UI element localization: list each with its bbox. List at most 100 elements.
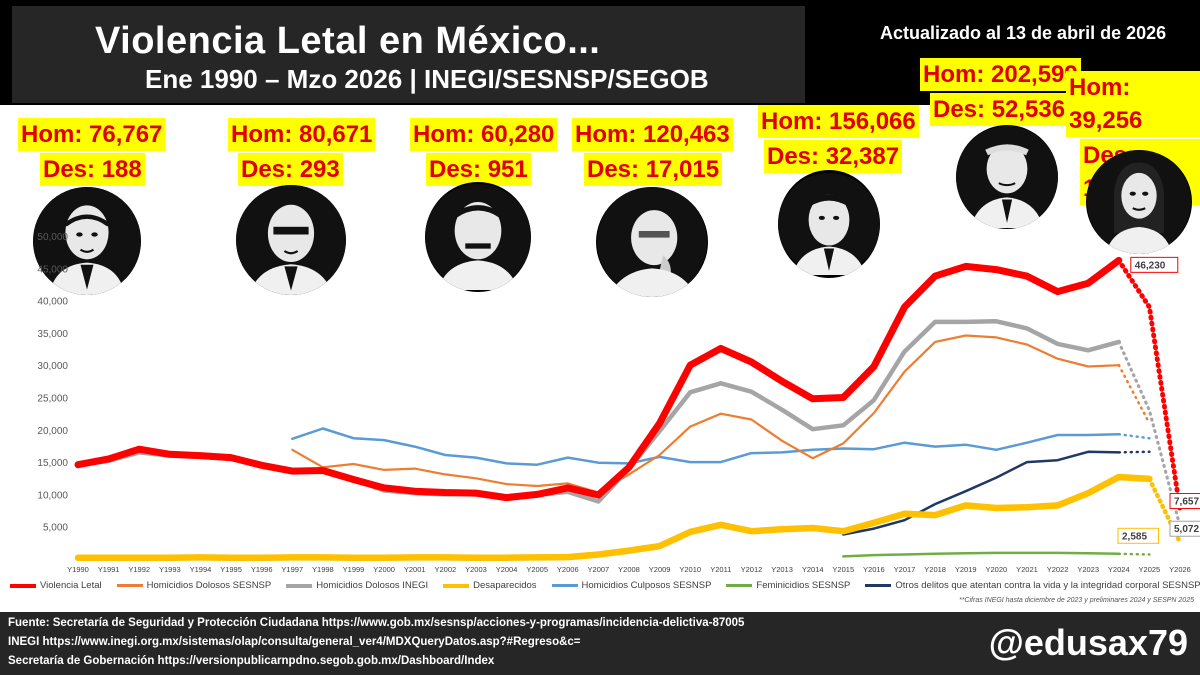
stat-block: Hom: 120,463 Des: 17,015	[572, 118, 733, 188]
line-chart: 5,000 10,000 15,000 20,000 25,000 30,000 35,00…	[37, 232, 1200, 574]
legend-label: Violencia Letal	[40, 580, 102, 591]
x-tick-label: Y2016	[863, 565, 885, 574]
legend-swatch	[726, 584, 753, 587]
x-tick-label: Y1992	[128, 565, 150, 574]
legend-swatch	[865, 584, 892, 587]
portrait-image	[425, 182, 531, 292]
stat-block: Hom: 156,066 Des: 32,387	[758, 105, 919, 175]
legend-item: Homicidios Dolosos INEGI	[286, 580, 428, 591]
x-tick-label: Y1998	[312, 565, 334, 574]
y-tick-label: 5,000	[43, 523, 68, 534]
x-tick-label: Y2013	[771, 565, 793, 574]
y-tick-label: 40,000	[37, 297, 68, 308]
data-label: 46,230	[1135, 260, 1166, 271]
x-tick-label: Y2022	[1047, 565, 1069, 574]
chart-legend: Violencia Letal Homicidios Dolosos SESNS…	[10, 580, 1200, 591]
x-tick-label: Y2000	[373, 565, 395, 574]
series-line	[74, 256, 1123, 502]
des-stat: Des: 52,536	[930, 93, 1069, 126]
y-tick-label: 20,000	[37, 426, 68, 437]
x-tick-label: Y2021	[1016, 565, 1038, 574]
x-tick-label: Y1996	[251, 565, 273, 574]
x-tick-label: Y1994	[190, 565, 212, 574]
series-projection-line	[1116, 257, 1183, 512]
series-projection-line	[1117, 433, 1151, 440]
hom-stat: Hom: 60,280	[410, 118, 558, 151]
x-tick-label: Y2010	[679, 565, 701, 574]
legend-item: Violencia Letal	[10, 580, 102, 591]
des-stat: Des: 32,387	[764, 140, 903, 173]
hom-stat: Hom: 156,066	[758, 105, 919, 138]
x-tick-label: Y1990	[67, 565, 89, 574]
x-tick-label: Y2009	[649, 565, 671, 574]
series-line	[291, 427, 1121, 466]
updated-date: Actualizado al 13 de abril de 2026	[880, 23, 1167, 43]
series-line	[291, 334, 1120, 494]
portrait-image	[1086, 150, 1192, 254]
des-stat: Des: 951	[426, 153, 531, 186]
data-note: **Cifras INEGI hasta diciembre de 2023 y…	[958, 597, 1194, 604]
stat-block: Hom: 60,280 Des: 951	[410, 118, 558, 188]
legend-swatch	[443, 583, 470, 588]
source-text: INEGI https://www.inegi.org.mx/sistemas/…	[8, 636, 581, 648]
legend-item: Homicidios Culposos SESNSP	[551, 580, 712, 591]
series-projection-line	[1117, 450, 1151, 454]
stat-block: Hom: 76,767 Des: 188	[18, 118, 166, 188]
series-line	[75, 319, 1122, 504]
data-label-box	[1117, 527, 1159, 544]
legend-label: Desaparecidos	[473, 580, 537, 591]
x-tick-label: Y2008	[618, 565, 640, 574]
x-tick-label: Y2005	[526, 565, 548, 574]
portrait-image	[596, 187, 708, 297]
y-tick-label: 25,000	[37, 394, 68, 405]
hom-stat: Hom: 202,599	[920, 58, 1081, 91]
portrait-image	[778, 170, 880, 278]
y-tick-label: 35,000	[37, 329, 68, 340]
x-tick-label: Y2024	[1108, 565, 1130, 574]
legend-swatch	[286, 583, 313, 588]
x-tick-label: Y2017	[894, 565, 916, 574]
y-tick-label: 15,000	[37, 458, 68, 469]
legend-swatch	[116, 584, 143, 587]
legend-label: Otros delitos que atentan contra la vida…	[895, 580, 1200, 591]
x-tick-label: Y2007	[588, 565, 610, 574]
x-tick-label: Y2019	[955, 565, 977, 574]
x-tick-label: Y2026	[1169, 565, 1191, 574]
data-label: 5,072	[1174, 524, 1199, 535]
data-label-box	[1169, 520, 1200, 537]
legend-label: Homicidios Dolosos INEGI	[316, 580, 429, 591]
legend-item: Desaparecidos	[443, 580, 537, 591]
x-tick-label: Y2004	[496, 565, 518, 574]
author-handle: @edusax79	[988, 622, 1188, 663]
series-line	[74, 473, 1153, 561]
x-tick-label: Y2011	[710, 565, 731, 574]
des-stat: Des: 293	[238, 153, 343, 186]
page-title: Violencia Letal en México...	[95, 20, 601, 62]
legend-item: Feminicidios SESNSP	[726, 580, 850, 591]
y-tick-label: 10,000	[37, 490, 68, 501]
portrait-image	[956, 125, 1058, 229]
footer-bar	[0, 612, 1200, 675]
title-box	[12, 6, 805, 103]
legend-label: Homicidios Culposos SESNSP	[581, 580, 712, 591]
des-stat: Des: 17,015	[584, 153, 723, 186]
data-label: 7,657	[1174, 497, 1199, 508]
legend-swatch	[551, 584, 578, 587]
x-tick-label: Y2023	[1077, 565, 1099, 574]
portrait-image	[236, 185, 346, 295]
legend-swatch	[10, 583, 36, 588]
x-tick-label: Y2002	[434, 565, 456, 574]
x-tick-label: Y2020	[985, 565, 1007, 574]
series-projection-line	[1117, 340, 1182, 528]
legend-label: Homicidios Dolosos SESNSP	[146, 580, 272, 591]
data-label: 2,585	[1122, 531, 1147, 542]
portrait-image	[33, 187, 141, 295]
x-tick-label: Y1999	[343, 565, 365, 574]
hom-stat: Hom: 39,256	[1066, 71, 1200, 137]
series-projection-line	[1117, 363, 1151, 425]
legend-item: Homicidios Dolosos SESNSP	[116, 580, 272, 591]
x-tick-label: Y2006	[557, 565, 579, 574]
x-tick-label: Y2018	[924, 565, 946, 574]
page-subtitle: Ene 1990 – Mzo 2026 | INEGI/SESNSP/SEGOB	[145, 64, 709, 94]
source-text: Secretaría de Gobernación https://versio…	[8, 655, 495, 667]
